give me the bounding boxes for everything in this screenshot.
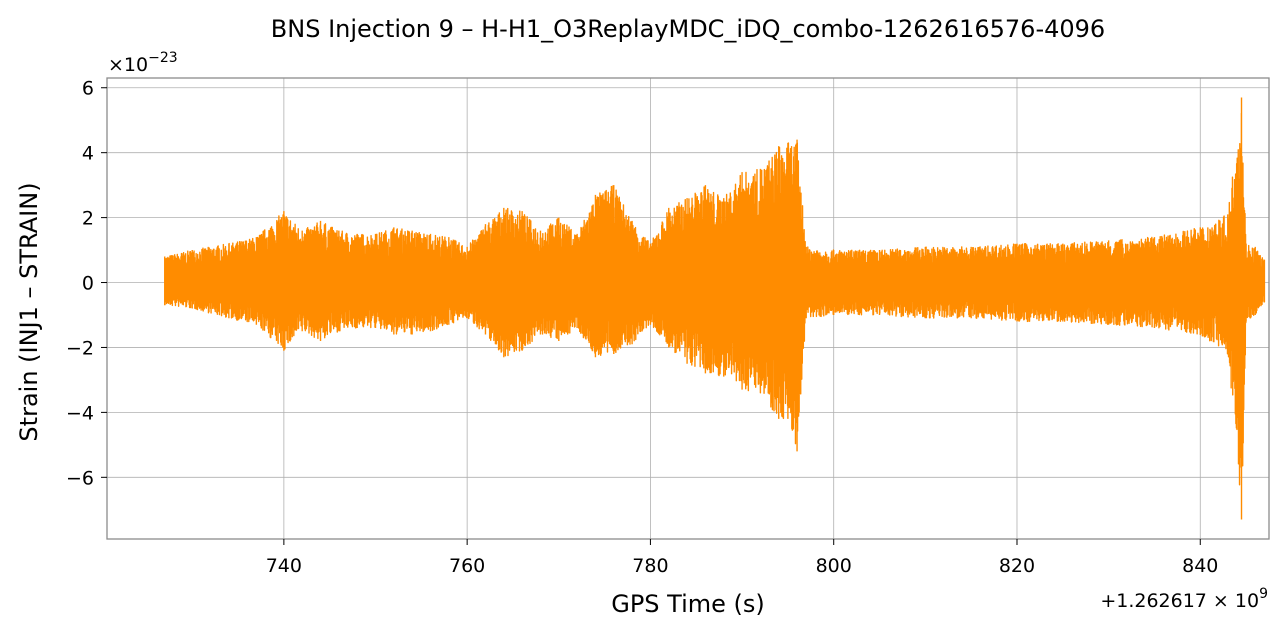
y-tick-label: −6 <box>66 467 94 489</box>
y-axis-multiplier: ×10−23 <box>108 50 178 76</box>
y-tick-label: 6 <box>82 78 94 100</box>
y-tick-label: −4 <box>66 402 94 424</box>
y-tick-label: 0 <box>82 273 94 295</box>
plot-area <box>164 97 1266 520</box>
x-tick-label: 840 <box>1182 555 1218 577</box>
x-tick-label: 760 <box>449 555 485 577</box>
chart-title: BNS Injection 9 – H-H1_O3ReplayMDC_iDQ_c… <box>271 15 1105 43</box>
plot-frame <box>106 77 1270 540</box>
x-axis-ticks: 740 760 780 800 820 840 <box>266 539 1218 577</box>
y-axis-ticks: −6 −4 −2 0 2 4 6 <box>66 78 107 489</box>
x-tick-label: 740 <box>266 555 302 577</box>
x-tick-label: 800 <box>816 555 852 577</box>
y-tick-label: −2 <box>66 337 94 359</box>
x-tick-label: 780 <box>632 555 668 577</box>
y-tick-label: 2 <box>82 208 94 230</box>
strain-series-line <box>164 97 1266 520</box>
x-axis-offset: +1.262617 × 109 <box>1100 586 1268 612</box>
y-axis-title: Strain (INJ1 – STRAIN) <box>15 182 43 441</box>
x-tick-label: 820 <box>999 555 1035 577</box>
x-axis-title: GPS Time (s) <box>611 590 765 618</box>
y-tick-label: 4 <box>82 143 94 165</box>
